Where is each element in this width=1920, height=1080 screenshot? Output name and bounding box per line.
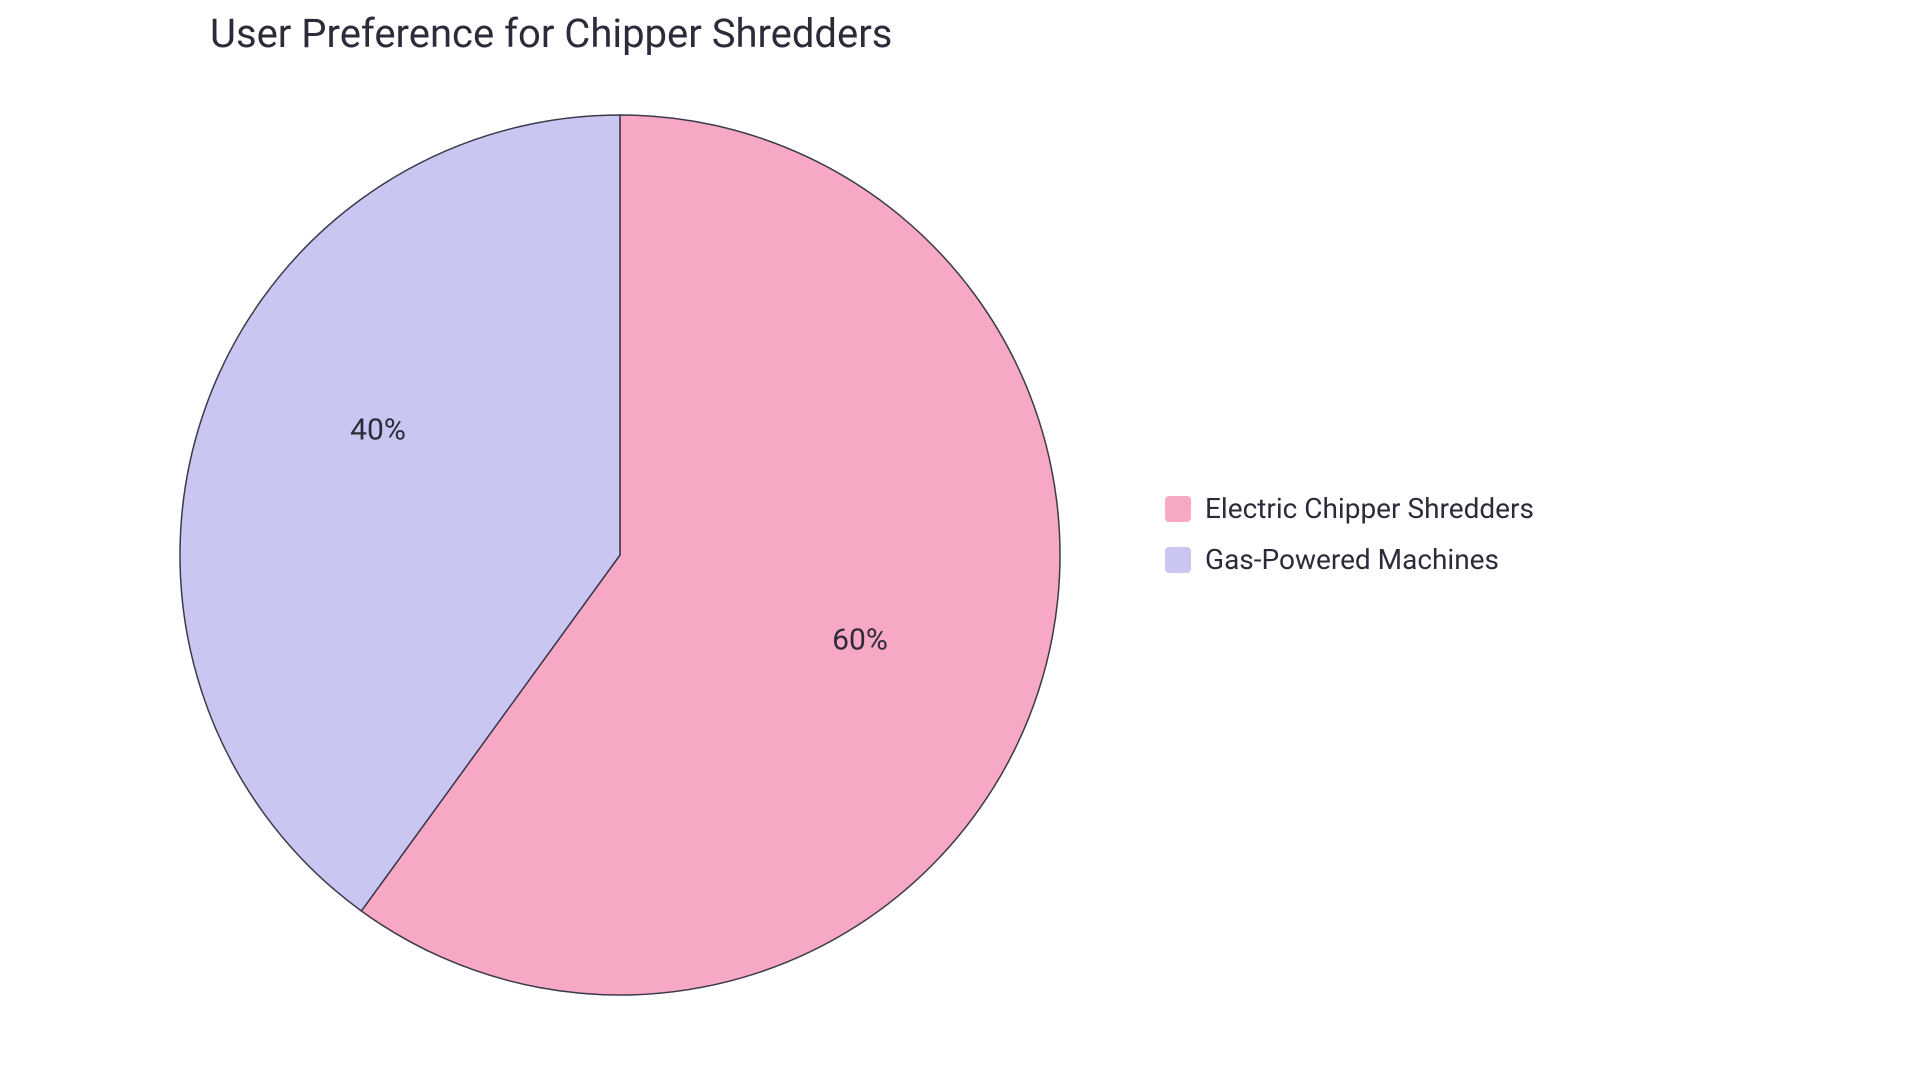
slice-value-label: 60% bbox=[832, 623, 888, 658]
legend-swatch bbox=[1165, 496, 1191, 522]
legend-label: Gas-Powered Machines bbox=[1205, 543, 1499, 576]
legend-label: Electric Chipper Shredders bbox=[1205, 492, 1534, 525]
legend-item: Electric Chipper Shredders bbox=[1165, 492, 1534, 525]
legend-swatch bbox=[1165, 547, 1191, 573]
legend: Electric Chipper Shredders Gas-Powered Ma… bbox=[1165, 492, 1534, 576]
pie-svg bbox=[178, 113, 1062, 997]
slice-value-label: 40% bbox=[350, 413, 406, 448]
pie-chart bbox=[178, 113, 1062, 1001]
legend-item: Gas-Powered Machines bbox=[1165, 543, 1534, 576]
pie-chart-container: User Preference for Chipper Shredders El… bbox=[0, 0, 1920, 1080]
chart-title: User Preference for Chipper Shredders bbox=[210, 10, 892, 57]
